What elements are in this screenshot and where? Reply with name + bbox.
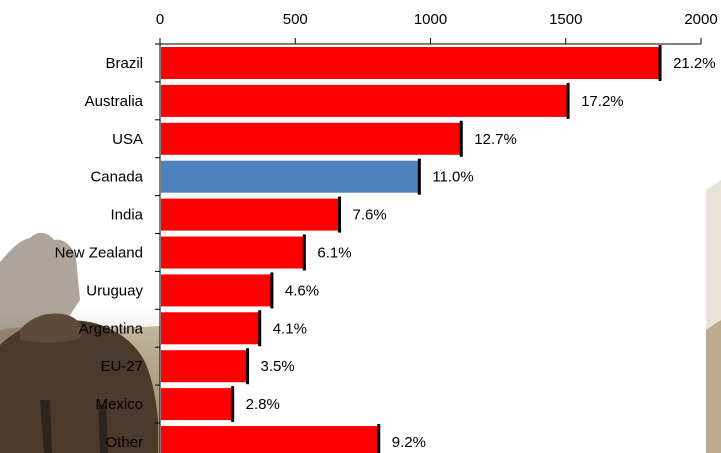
bar [161, 47, 660, 79]
data-label: 6.1% [317, 245, 351, 262]
bison-silhouette [0, 313, 158, 453]
data-label: 17.2% [581, 93, 624, 110]
bar [161, 312, 259, 345]
data-label: 11.0% [432, 169, 473, 186]
data-label: 12.7% [474, 131, 517, 148]
data-label: 4.6% [285, 282, 319, 299]
bar [161, 198, 339, 231]
data-label: 4.1% [273, 320, 307, 337]
x-tick-label: 2000 [684, 11, 717, 28]
data-label: 3.5% [261, 358, 295, 375]
category-label: Brazil [105, 55, 143, 72]
category-label: India [110, 207, 143, 224]
bar [161, 274, 271, 307]
data-label: 7.6% [353, 207, 387, 224]
bar [161, 122, 461, 155]
bar [161, 388, 232, 421]
x-tick-label: 1000 [414, 11, 447, 28]
category-label: Other [105, 434, 143, 451]
bar [161, 160, 419, 193]
category-label: USA [112, 131, 143, 148]
category-label: New Zealand [55, 245, 143, 262]
x-tick-label: 0 [156, 11, 164, 28]
data-label: 21.2% [673, 55, 716, 72]
category-label: Argentina [79, 320, 144, 337]
data-label: 2.8% [246, 396, 280, 413]
category-label: EU-27 [100, 358, 143, 375]
bar [161, 350, 247, 383]
x-tick-label: 500 [283, 11, 308, 28]
category-label: Canada [90, 169, 143, 186]
bar [161, 84, 568, 117]
category-label: Uruguay [86, 282, 143, 299]
bar [161, 236, 304, 269]
bar [161, 426, 378, 453]
data-label: 9.2% [392, 434, 426, 451]
category-label: Australia [85, 93, 144, 110]
category-label: Mexico [95, 396, 143, 413]
x-tick-label: 1500 [549, 11, 582, 28]
